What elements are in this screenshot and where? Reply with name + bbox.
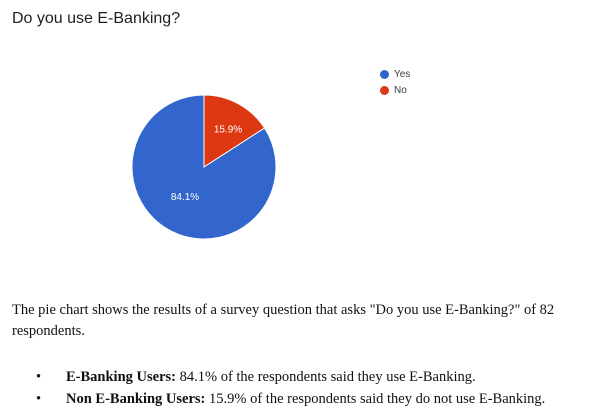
legend-item-no: No xyxy=(380,82,410,98)
summary-item-text: 84.1% of the respondents said they use E… xyxy=(175,369,476,385)
bullet-icon: • xyxy=(36,369,42,385)
chart-legend: Yes No xyxy=(380,66,410,98)
legend-swatch-yes xyxy=(380,69,389,79)
summary-item-non-users: • Non E-Banking Users: 15.9% of the respo… xyxy=(12,388,592,410)
summary-item-label: E-Banking Users: xyxy=(66,369,176,385)
summary-item-text: 15.9% of the respondents said they do no… xyxy=(205,391,546,407)
pie-label-no: 15.9% xyxy=(214,124,242,135)
summary-item-label: Non E-Banking Users: xyxy=(66,391,206,407)
legend-item-yes: Yes xyxy=(380,66,410,82)
legend-swatch-no xyxy=(380,85,389,95)
legend-label-yes: Yes xyxy=(394,68,411,80)
pie-slice-no xyxy=(203,94,266,168)
summary-item-users: • E-Banking Users: 84.1% of the responden… xyxy=(12,366,592,388)
chart-description: The pie chart shows the results of a sur… xyxy=(12,302,555,339)
pie-chart: 15.9% 84.1% xyxy=(131,94,277,240)
survey-card: Do you use E-Banking? 15.9% 84.1% Yes No xyxy=(12,10,410,240)
pie-label-yes: 84.1% xyxy=(171,192,199,203)
bullet-icon: • xyxy=(36,391,42,407)
pie-slice-yes xyxy=(131,94,277,240)
summary-list: • E-Banking Users: 84.1% of the responden… xyxy=(12,366,592,410)
legend-label-no: No xyxy=(394,84,407,96)
question-title: Do you use E-Banking? xyxy=(12,10,181,27)
